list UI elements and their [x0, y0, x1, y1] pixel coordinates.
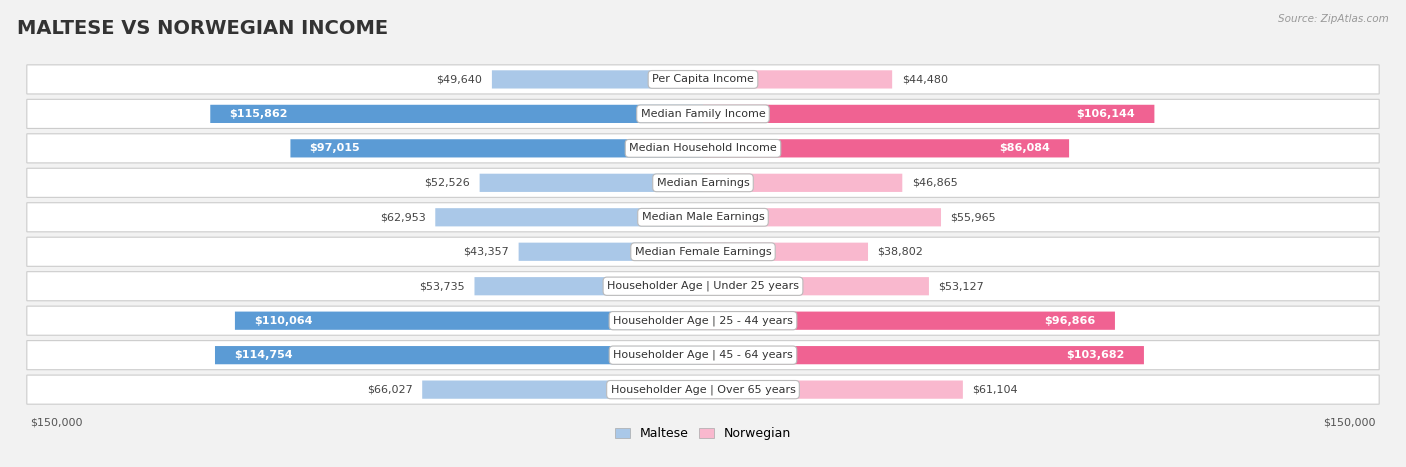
Text: $62,953: $62,953: [380, 212, 426, 222]
Text: $61,104: $61,104: [973, 385, 1018, 395]
FancyBboxPatch shape: [291, 139, 703, 157]
FancyBboxPatch shape: [27, 99, 1379, 128]
FancyBboxPatch shape: [703, 71, 893, 89]
Text: $46,865: $46,865: [912, 178, 957, 188]
Text: Householder Age | 25 - 44 years: Householder Age | 25 - 44 years: [613, 315, 793, 326]
Text: Source: ZipAtlas.com: Source: ZipAtlas.com: [1278, 14, 1389, 24]
FancyBboxPatch shape: [703, 277, 929, 295]
FancyBboxPatch shape: [703, 139, 1069, 157]
Text: $103,682: $103,682: [1066, 350, 1125, 360]
FancyBboxPatch shape: [703, 381, 963, 399]
FancyBboxPatch shape: [492, 71, 703, 89]
Text: Median Male Earnings: Median Male Earnings: [641, 212, 765, 222]
Text: $115,862: $115,862: [229, 109, 288, 119]
FancyBboxPatch shape: [27, 340, 1379, 370]
FancyBboxPatch shape: [422, 381, 703, 399]
Text: $97,015: $97,015: [309, 143, 360, 153]
Text: Householder Age | Under 25 years: Householder Age | Under 25 years: [607, 281, 799, 291]
Legend: Maltese, Norwegian: Maltese, Norwegian: [610, 422, 796, 445]
FancyBboxPatch shape: [27, 375, 1379, 404]
Text: Householder Age | 45 - 64 years: Householder Age | 45 - 64 years: [613, 350, 793, 361]
FancyBboxPatch shape: [27, 65, 1379, 94]
Text: MALTESE VS NORWEGIAN INCOME: MALTESE VS NORWEGIAN INCOME: [17, 19, 388, 38]
Text: Median Female Earnings: Median Female Earnings: [634, 247, 772, 257]
Text: $49,640: $49,640: [436, 74, 482, 85]
FancyBboxPatch shape: [519, 243, 703, 261]
FancyBboxPatch shape: [235, 311, 703, 330]
FancyBboxPatch shape: [703, 243, 868, 261]
FancyBboxPatch shape: [27, 306, 1379, 335]
FancyBboxPatch shape: [436, 208, 703, 226]
Text: $44,480: $44,480: [901, 74, 948, 85]
Text: $38,802: $38,802: [877, 247, 924, 257]
FancyBboxPatch shape: [703, 311, 1115, 330]
FancyBboxPatch shape: [211, 105, 703, 123]
FancyBboxPatch shape: [215, 346, 703, 364]
Text: $110,064: $110,064: [254, 316, 312, 325]
Text: Median Earnings: Median Earnings: [657, 178, 749, 188]
FancyBboxPatch shape: [27, 168, 1379, 198]
FancyBboxPatch shape: [474, 277, 703, 295]
Text: Median Family Income: Median Family Income: [641, 109, 765, 119]
FancyBboxPatch shape: [479, 174, 703, 192]
Text: $150,000: $150,000: [1323, 417, 1376, 427]
FancyBboxPatch shape: [27, 134, 1379, 163]
Text: $53,127: $53,127: [938, 281, 984, 291]
FancyBboxPatch shape: [27, 272, 1379, 301]
Text: Per Capita Income: Per Capita Income: [652, 74, 754, 85]
Text: $114,754: $114,754: [235, 350, 292, 360]
Text: $52,526: $52,526: [425, 178, 470, 188]
Text: Householder Age | Over 65 years: Householder Age | Over 65 years: [610, 384, 796, 395]
Text: $106,144: $106,144: [1077, 109, 1135, 119]
FancyBboxPatch shape: [703, 346, 1144, 364]
FancyBboxPatch shape: [27, 203, 1379, 232]
Text: $43,357: $43,357: [464, 247, 509, 257]
Text: $55,965: $55,965: [950, 212, 997, 222]
FancyBboxPatch shape: [703, 105, 1154, 123]
Text: Median Household Income: Median Household Income: [628, 143, 778, 153]
Text: $53,735: $53,735: [419, 281, 465, 291]
FancyBboxPatch shape: [703, 208, 941, 226]
FancyBboxPatch shape: [703, 174, 903, 192]
Text: $86,084: $86,084: [1000, 143, 1050, 153]
Text: $66,027: $66,027: [367, 385, 412, 395]
Text: $150,000: $150,000: [30, 417, 83, 427]
FancyBboxPatch shape: [27, 237, 1379, 266]
Text: $96,866: $96,866: [1045, 316, 1095, 325]
